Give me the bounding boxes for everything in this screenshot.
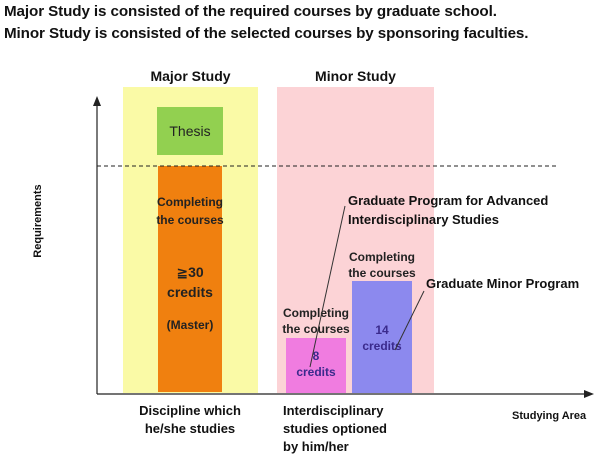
major-degree-label: (Master) bbox=[166, 318, 214, 332]
minor-right-credits-value: 14 bbox=[375, 323, 389, 337]
minor-bottom-line-1: Interdisciplinary bbox=[283, 403, 384, 418]
advanced-program-line-2: Interdisciplinary Studies bbox=[348, 212, 499, 227]
minor-right-credits-label: 14 credits bbox=[352, 322, 412, 354]
minor-left-block bbox=[286, 338, 346, 393]
header-line-2: Minor Study is consisted of the selected… bbox=[4, 25, 529, 42]
minor-left-completing-line-1: Completing bbox=[283, 306, 349, 320]
advanced-program-line-1: Graduate Program for Advanced bbox=[348, 193, 549, 208]
minor-left-credits-value: 8 bbox=[312, 349, 320, 363]
minor-right-block bbox=[352, 281, 412, 393]
minor-right-completing-line-2: the courses bbox=[348, 266, 416, 280]
major-completing-label: Completing the courses bbox=[148, 193, 232, 229]
minor-program-label: Graduate Minor Program bbox=[426, 276, 580, 291]
major-credits-unit: credits bbox=[167, 284, 213, 300]
minor-right-completing-line-1: Completing bbox=[349, 250, 415, 264]
minor-left-completing-line-2: the courses bbox=[282, 322, 350, 336]
y-axis-label: Requirements bbox=[32, 184, 44, 258]
major-study-title: Major Study bbox=[150, 68, 231, 84]
minor-program-callout-line bbox=[394, 290, 425, 351]
minor-left-credits-unit: credits bbox=[296, 365, 336, 379]
thesis-block: Thesis bbox=[157, 107, 223, 155]
major-courses-block bbox=[158, 166, 222, 392]
minor-right-credits-unit: credits bbox=[362, 339, 402, 353]
thesis-label: Thesis bbox=[169, 123, 211, 139]
major-completing-line-1: Completing bbox=[157, 195, 223, 209]
advanced-program-label: Graduate Program for Advanced Interdisci… bbox=[348, 191, 548, 229]
minor-left-credits-label: 8 credits bbox=[286, 348, 346, 380]
minor-right-completing-label: Completing the courses bbox=[336, 249, 428, 281]
major-bottom-label: Discipline which he/she studies bbox=[120, 402, 260, 438]
minor-bottom-label: Interdisciplinary studies optioned by hi… bbox=[283, 402, 387, 456]
x-axis-arrowhead bbox=[584, 390, 594, 398]
major-bottom-line-2: he/she studies bbox=[144, 421, 236, 436]
advanced-program-callout-line bbox=[309, 205, 346, 368]
minor-bottom-line-2: studies optioned bbox=[283, 421, 387, 436]
y-axis-arrowhead bbox=[93, 96, 101, 106]
minor-bottom-line-3: by him/her bbox=[283, 439, 349, 454]
minor-left-completing-label: Completing the courses bbox=[272, 305, 360, 337]
major-credits-value: ≧30 bbox=[176, 264, 204, 280]
x-axis-label: Studying Area bbox=[512, 410, 587, 422]
major-credits-label: ≧30 credits bbox=[148, 262, 232, 302]
major-bottom-line-1: Discipline which bbox=[139, 403, 241, 418]
header-line-1: Major Study is consisted of the required… bbox=[4, 3, 497, 20]
major-completing-line-2: the courses bbox=[156, 213, 224, 227]
minor-study-title: Minor Study bbox=[315, 68, 396, 84]
